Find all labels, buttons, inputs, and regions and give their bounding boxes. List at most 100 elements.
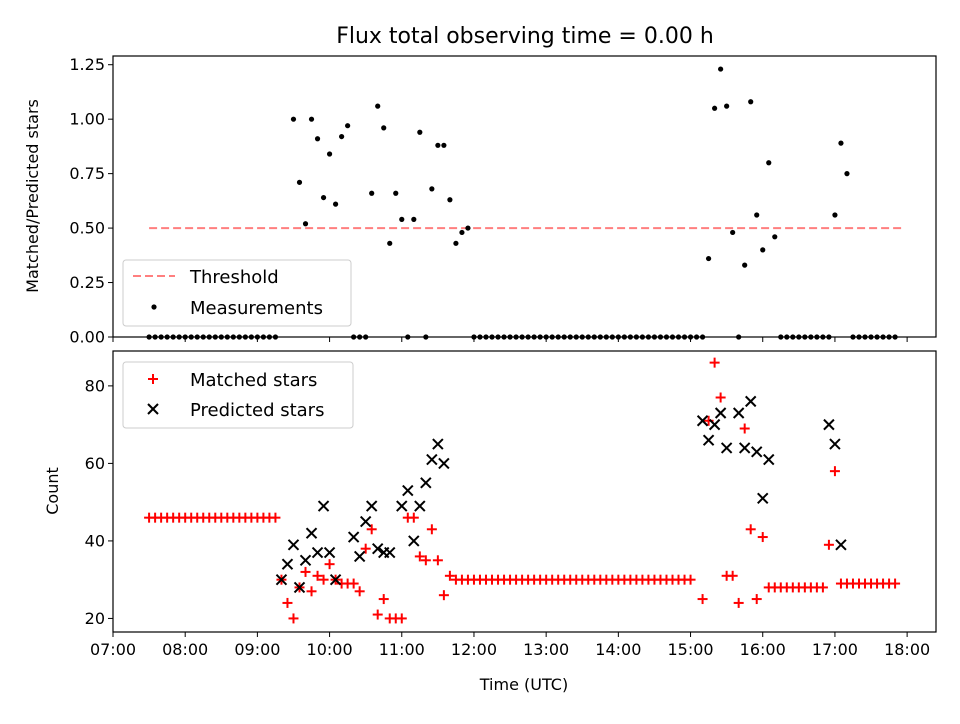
measurement-point (399, 216, 405, 222)
predicted-star-point (317, 500, 330, 512)
predicted-star-point (438, 457, 450, 470)
measurement-point (314, 136, 321, 142)
measurement-point (369, 190, 375, 196)
measurement-point (760, 247, 766, 253)
measurement-point (435, 142, 441, 148)
x-tick-label: 11:00 (379, 640, 425, 659)
measurement-point (441, 142, 447, 148)
matched-star-point (306, 586, 317, 597)
ratio-plot-frame (112, 55, 937, 338)
predicted-star-point (402, 484, 414, 497)
y-tick-label: 1.00 (69, 110, 105, 129)
measurement-point (417, 129, 423, 135)
measurement-point (393, 190, 399, 196)
ratio-y-axis-label: Matched/Predicted stars (23, 99, 42, 293)
matched-star-point (829, 466, 840, 477)
measurement-point (302, 221, 309, 227)
measurement-point (748, 99, 754, 105)
predicted-legend-label: Predicted stars (190, 400, 324, 421)
matched-star-point (366, 524, 377, 535)
matched-star-point (739, 423, 750, 434)
measurement-point (844, 171, 850, 177)
measurement-point (290, 116, 297, 122)
matched-star-point (408, 512, 419, 523)
measurement-point (320, 194, 327, 201)
measurement-point (742, 262, 748, 268)
matched-star-point (360, 543, 371, 554)
predicted-star-point (720, 442, 733, 454)
matched-star-point (727, 570, 738, 581)
measurement-point (730, 229, 736, 236)
predicted-star-point (281, 558, 294, 570)
counts-x-axis: 07:00 08:00 09:00 10:00 11:00 12:00 13:00 14:00… (90, 632, 930, 659)
predicted-star-point (744, 395, 757, 408)
counts-legend: Matched stars Predicted stars (122, 361, 354, 429)
matched-star-point (372, 609, 383, 620)
predicted-star-point (714, 407, 727, 419)
predicted-star-point (365, 500, 378, 512)
measurement-point (345, 123, 351, 129)
measurement-point (447, 197, 453, 203)
measurement-point (724, 103, 730, 109)
predicted-star-point (384, 546, 396, 559)
predicted-star-point (708, 418, 721, 431)
matched-star-point (751, 594, 762, 605)
measurement-point (718, 66, 724, 72)
matched-star-point (733, 597, 744, 608)
predicted-star-point (323, 546, 336, 559)
predicted-star-point (311, 546, 324, 559)
matched-star-point (312, 570, 323, 581)
matched-star-point (414, 551, 425, 562)
measurement-point (375, 103, 381, 109)
measurement-point (387, 240, 393, 246)
ratio-legend: Threshold Measurements (122, 259, 352, 327)
matched-star-point (282, 597, 293, 608)
y-tick-label: 0.25 (69, 273, 105, 292)
y-tick-label: 40 (85, 531, 105, 550)
measurement-point (296, 179, 303, 185)
measurement-point (838, 140, 844, 146)
predicted-star-point (432, 438, 444, 450)
x-tick-label: 10:00 (307, 640, 353, 659)
x-tick-label: 13:00 (523, 640, 569, 659)
threshold-legend-label: Threshold (189, 267, 279, 288)
measurement-point (772, 234, 778, 240)
x-tick-label: 09:00 (234, 640, 280, 659)
predicted-star-point (347, 531, 360, 543)
y-tick-label: 0.00 (69, 328, 105, 347)
counts-y-axis: 20 40 60 80 (85, 376, 113, 628)
matched-star-point (288, 613, 299, 624)
measurement-point (326, 151, 333, 157)
predicted-star-point (408, 535, 420, 547)
chart-title: Flux total observing time = 0.00 h (336, 24, 714, 49)
x-tick-label: 12:00 (451, 640, 497, 659)
predicted-star-point (835, 539, 847, 551)
measurement-point (754, 212, 760, 218)
matched-star-point (378, 594, 389, 605)
measurement-point (339, 133, 345, 140)
matched-star-point (715, 392, 726, 403)
y-tick-label: 80 (85, 376, 105, 395)
matched-star-point (685, 574, 696, 585)
predicted-star-point (299, 554, 312, 567)
x-tick-label: 16:00 (740, 640, 786, 659)
measurement-point (712, 105, 718, 111)
matched-star-point (396, 613, 407, 624)
x-tick-label: 18:00 (884, 640, 930, 659)
predicted-star-point (293, 581, 306, 594)
y-tick-label: 0.75 (69, 164, 105, 183)
measurement-point (832, 212, 838, 218)
x-tick-label: 07:00 (90, 640, 136, 659)
measurement-point (411, 216, 417, 222)
predicted-star-point (702, 434, 715, 446)
predicted-star-point (426, 453, 438, 466)
predicted-star-point (696, 415, 709, 427)
predicted-star-point (829, 438, 841, 450)
matched-star-point (823, 539, 834, 550)
measurement-point (429, 186, 435, 192)
matched-star-point (324, 559, 335, 570)
x-tick-label: 08:00 (162, 640, 208, 659)
matched-star-point (438, 590, 449, 601)
